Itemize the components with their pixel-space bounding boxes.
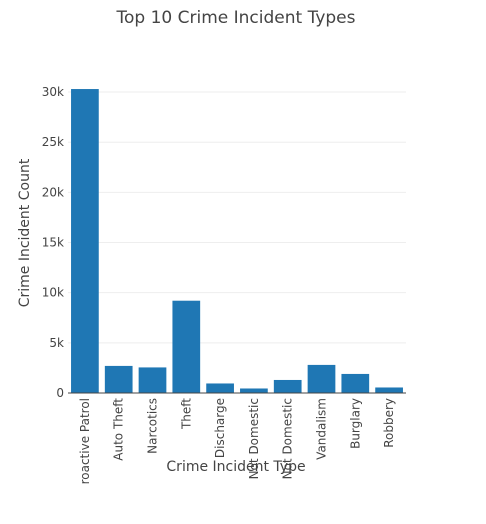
x-tick-label: Auto Theft [112,398,126,461]
y-axis-title: Crime Incident Count [17,158,33,307]
x-tick-label: Proactive Patrol [78,398,92,491]
bar [206,383,234,393]
bar [341,373,370,393]
x-tick-label: Vandalism [315,398,329,460]
y-tick-label: 25k [42,135,64,149]
x-tick-label: Narcotics [146,398,160,454]
bar [172,300,201,393]
bar [240,388,268,393]
y-tick-label: 5k [49,336,64,350]
x-tick-label: Discharge [213,398,227,458]
x-tick-label: Burglary [348,398,362,449]
x-tick-label: Robbery [382,398,396,448]
y-tick-label: 15k [42,236,64,250]
y-tick-label: 10k [42,286,64,300]
gridlines [68,91,406,344]
bar [273,379,302,393]
y-axis-ticks: 0 5k 10k 15k 20k 25k 30k [42,85,64,400]
bar [307,364,336,393]
bar [375,387,403,393]
x-axis-ticks: Proactive Patrol Auto Theft Narcotics Theft… [78,398,396,491]
x-tick-label: Theft [179,398,193,430]
x-axis-title: Crime Incident Type [166,459,305,475]
y-tick-label: 20k [42,185,64,199]
bars [71,89,403,394]
bar [138,367,167,393]
chart-title: Top 10 Crime Incident Types [116,8,356,28]
y-tick-label: 0 [56,386,64,400]
x-tick-label: Not Domestic [247,398,261,479]
x-tick-label: Not Domestic [281,398,295,479]
y-tick-label: 30k [42,85,64,99]
bar [71,89,99,394]
bar [104,365,133,393]
